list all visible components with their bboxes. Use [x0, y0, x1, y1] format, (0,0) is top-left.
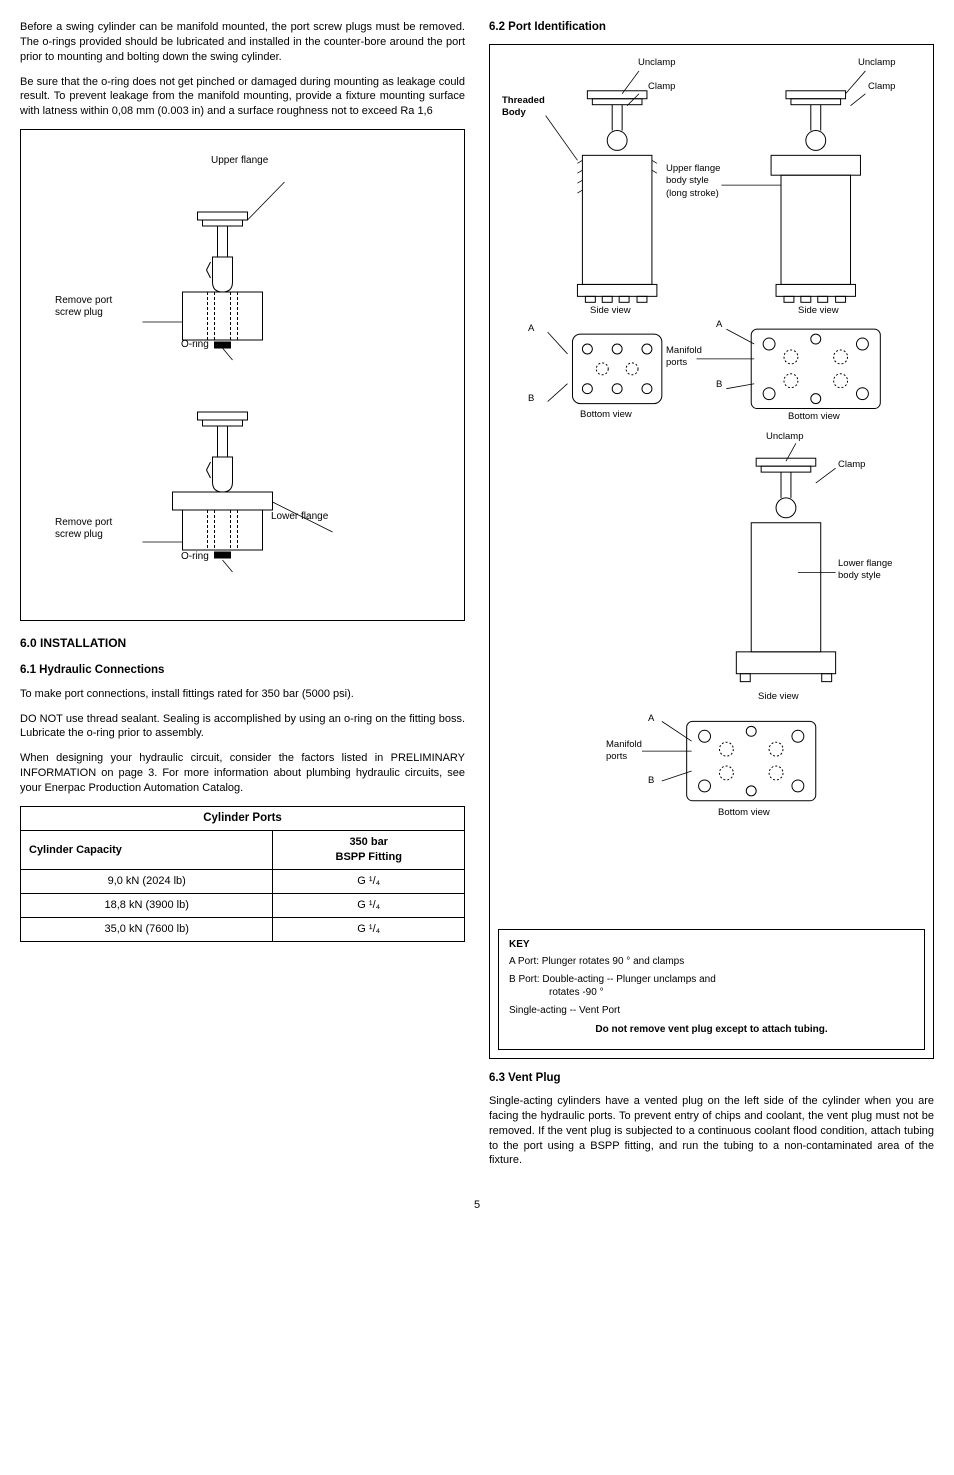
- label-clamp-2: Clamp: [868, 81, 895, 94]
- section-6-2-heading: 6.2 Port Identification: [489, 20, 934, 36]
- label-side-view-2: Side view: [798, 305, 839, 318]
- section-6-1-heading: 6.1 Hydraulic Connections: [20, 663, 465, 679]
- para-6-1-a: To make port connections, install fittin…: [20, 687, 465, 702]
- label-lower-flange: Lower flange: [271, 510, 328, 524]
- label-unclamp-2: Unclamp: [858, 57, 896, 70]
- label-upper-flange-body: Upper flange body style (long stroke): [666, 163, 720, 201]
- table-row: 35,0 kN (7600 lb)G ¹/₄: [21, 917, 465, 941]
- intro-para-1: Before a swing cylinder can be manifold …: [20, 20, 465, 65]
- label-bottom-view-3: Bottom view: [718, 807, 770, 820]
- key-box: KEY A Port: Plunger rotates 90 ° and cla…: [498, 929, 925, 1050]
- label-manifold-ports-2: Manifold ports: [606, 739, 642, 765]
- table-header-capacity: Cylinder Capacity: [21, 831, 273, 870]
- para-6-1-c: When designing your hydraulic circuit, c…: [20, 751, 465, 796]
- label-oring-1: O-ring: [181, 338, 209, 352]
- page-number: 5: [20, 1198, 934, 1213]
- key-single-acting: Single-acting -- Vent Port: [509, 1004, 914, 1018]
- label-screw-plug-2a: screw plug: [55, 528, 103, 542]
- label-oring-2: O-ring: [181, 550, 209, 564]
- label-upper-flange: Upper flange: [211, 154, 268, 168]
- label-threaded-body: Threaded Body: [502, 95, 545, 121]
- label-clamp-3: Clamp: [838, 459, 865, 472]
- table-row: 9,0 kN (2024 lb)G ¹/₄: [21, 870, 465, 894]
- label-bottom-view-1: Bottom view: [580, 409, 632, 422]
- left-figure: Upper flange Remove port screw plug O-ri…: [20, 129, 465, 621]
- para-6-3: Single-acting cylinders have a vented pl…: [489, 1094, 934, 1168]
- para-6-1-b: DO NOT use thread sealant. Sealing is ac…: [20, 712, 465, 742]
- section-6-0-heading: 6.0 INSTALLATION: [20, 635, 465, 651]
- label-A-1: A: [528, 323, 534, 336]
- table-row: 18,8 kN (3900 lb)G ¹/₄: [21, 893, 465, 917]
- intro-para-2: Be sure that the o-ring does not get pin…: [20, 75, 465, 120]
- label-B-3: B: [648, 775, 654, 788]
- table-title: Cylinder Ports: [21, 806, 465, 831]
- key-a-port: A Port: Plunger rotates 90 ° and clamps: [509, 955, 914, 969]
- label-screw-plug-1a: screw plug: [55, 306, 103, 320]
- label-side-view-3: Side view: [758, 691, 799, 704]
- right-figure: Unclamp Clamp Threaded Body Unclamp Clam…: [489, 44, 934, 1059]
- label-lower-flange-body: Lower flange body style: [838, 558, 892, 584]
- label-side-view-1: Side view: [590, 305, 631, 318]
- key-title: KEY: [509, 938, 914, 952]
- table-header-fitting: 350 bar BSPP Fitting: [273, 831, 465, 870]
- label-bottom-view-2: Bottom view: [788, 411, 840, 424]
- section-6-3-heading: 6.3 Vent Plug: [489, 1071, 934, 1087]
- key-b-port: B Port: Double-acting -- Plunger unclamp…: [509, 973, 914, 1000]
- label-manifold-ports-1: Manifold ports: [666, 345, 702, 371]
- label-unclamp-1: Unclamp: [638, 57, 676, 70]
- label-clamp-1: Clamp: [648, 81, 675, 94]
- label-B-1: B: [528, 393, 534, 406]
- label-A-3: A: [648, 713, 654, 726]
- key-warning: Do not remove vent plug except to attach…: [509, 1023, 914, 1037]
- cylinder-ports-table: Cylinder Ports Cylinder Capacity 350 bar…: [20, 806, 465, 942]
- label-B-2: B: [716, 379, 722, 392]
- label-unclamp-3: Unclamp: [766, 431, 804, 444]
- label-A-2: A: [716, 319, 722, 332]
